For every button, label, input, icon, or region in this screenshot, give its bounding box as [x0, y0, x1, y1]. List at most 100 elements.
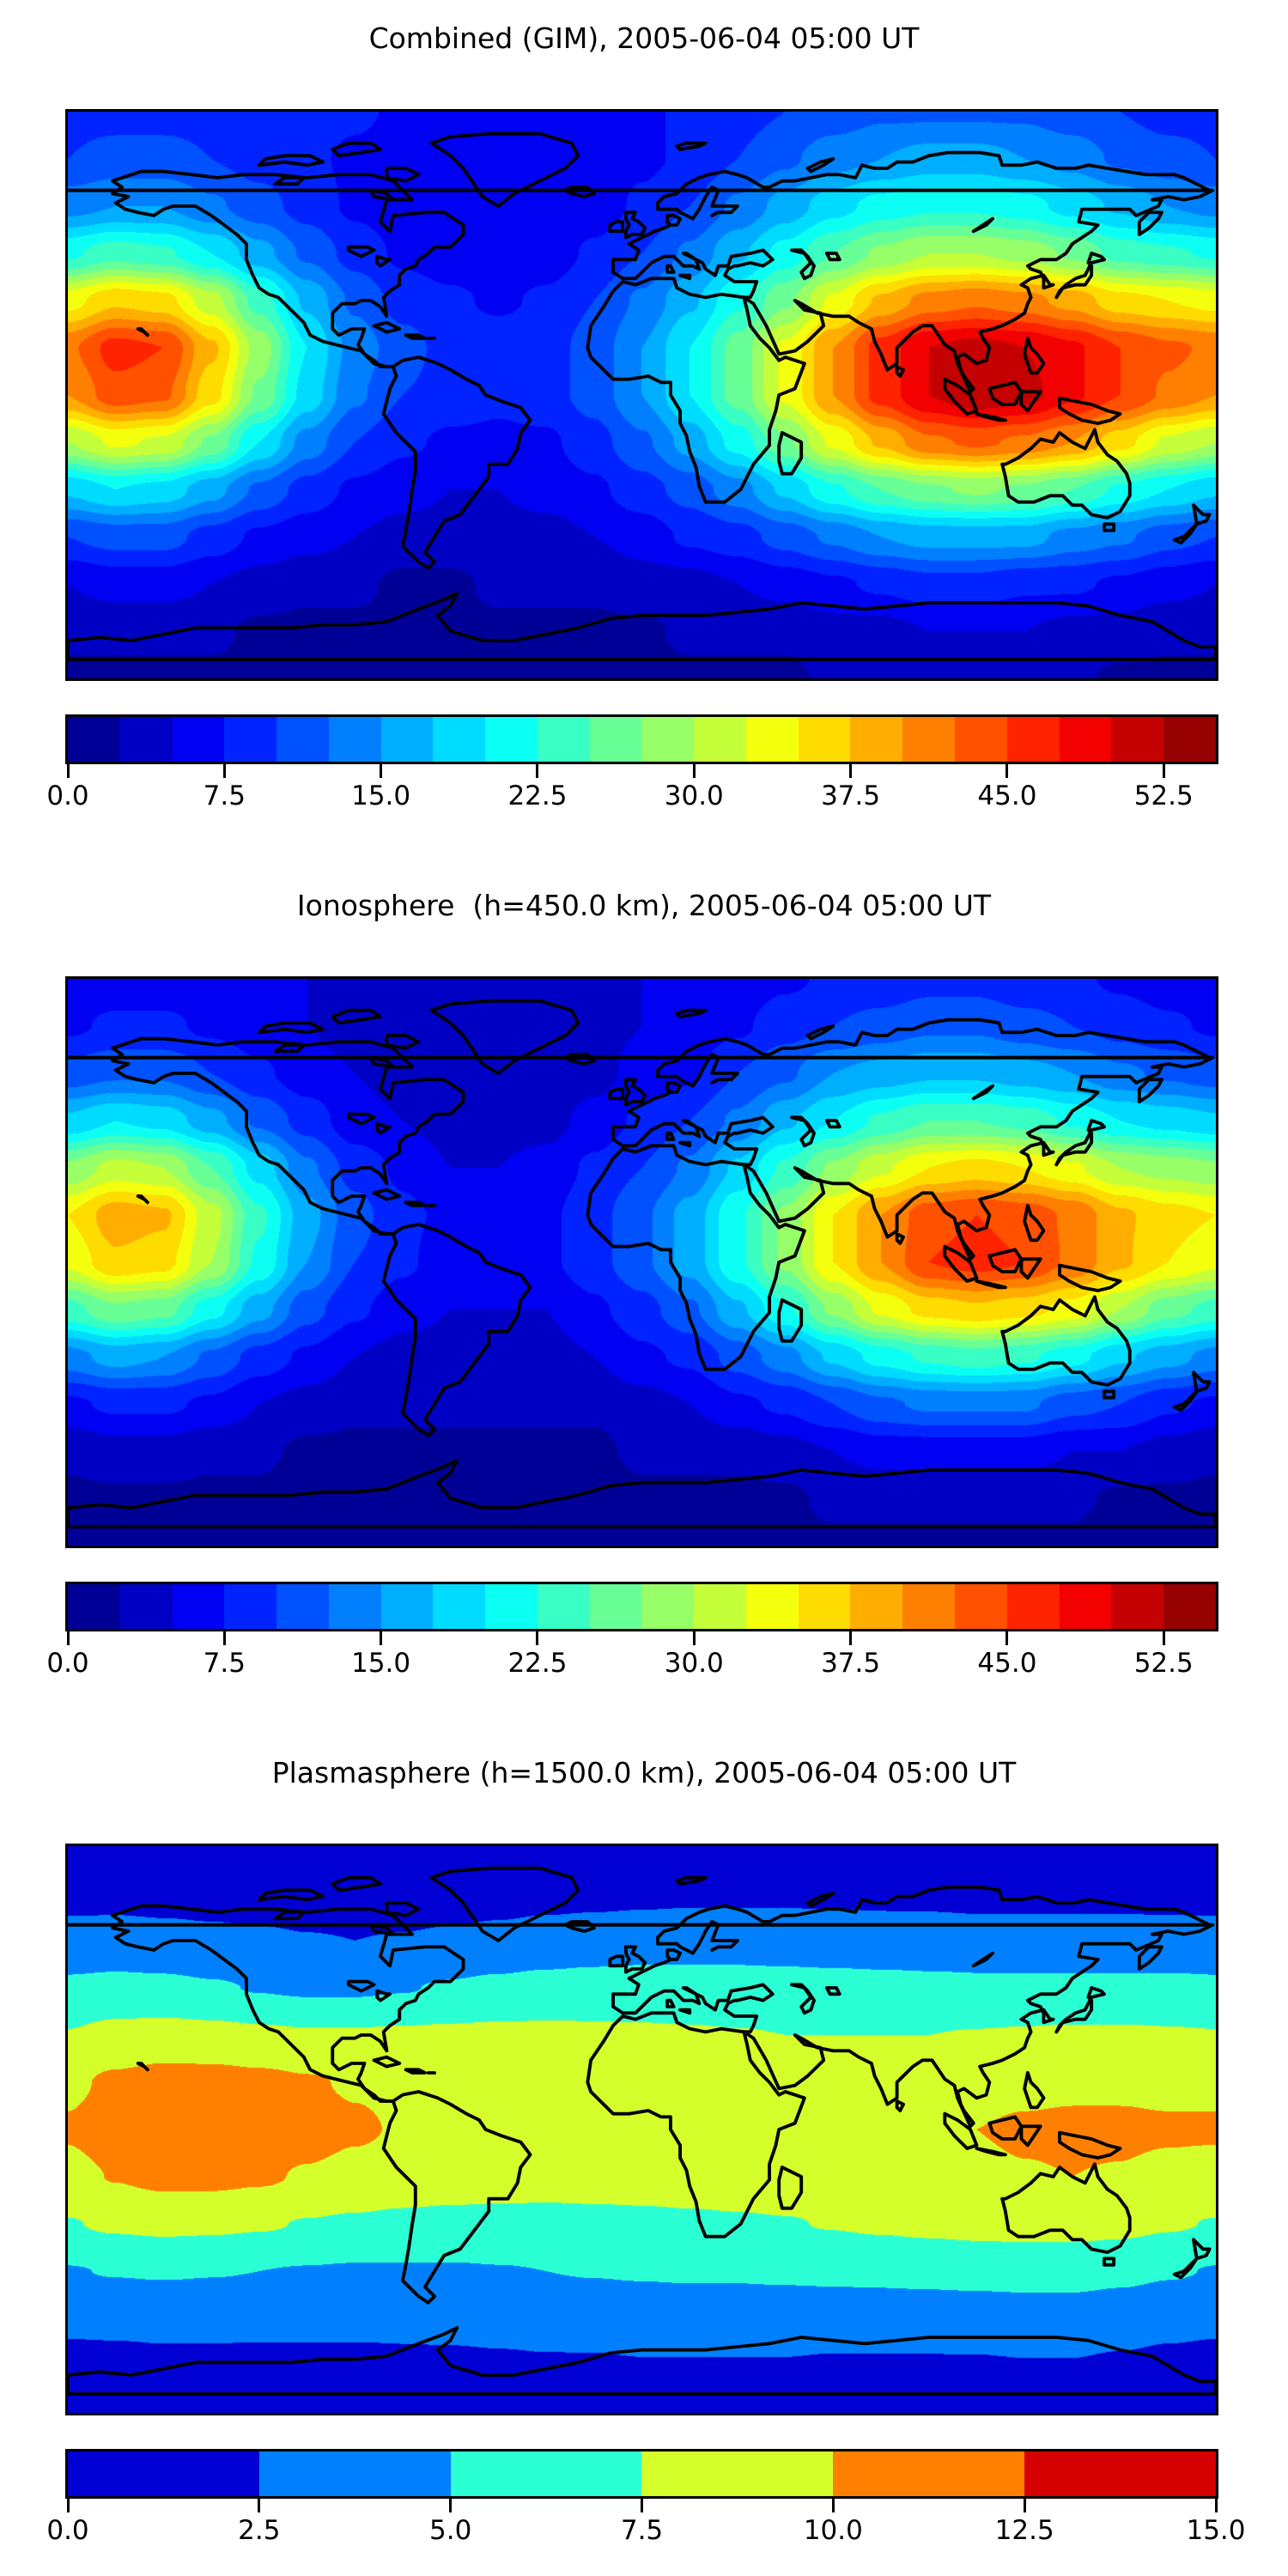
- colorbar-tick-label: 0.0: [46, 1648, 89, 1679]
- coastline-path: [777, 2166, 804, 2210]
- colorbar-segment: [1006, 1584, 1060, 1629]
- coastline-path: [68, 1459, 1216, 1528]
- colorbar-segment: [172, 717, 225, 762]
- coastline-path: [68, 2326, 1216, 2396]
- colorbar-labels-combined-gim: 0.0 7.5 15.0 22.5 30.0 37.5 45.0 52.5: [46, 781, 1213, 817]
- colorbar-tick-label: 37.5: [821, 1648, 881, 1679]
- coastline-path: [1137, 1945, 1163, 1971]
- colorbar-tick-label: 12.5: [994, 2515, 1054, 2546]
- coastline-path: [331, 1875, 382, 1893]
- colorbar-tick: [66, 2499, 70, 2512]
- coastline-path: [346, 1112, 376, 1126]
- colorbar-tick: [849, 1631, 853, 1645]
- colorbar-segment: [119, 717, 173, 762]
- coastline-path: [943, 377, 979, 416]
- coastline-path: [665, 264, 676, 274]
- colorbar-tick: [1214, 2499, 1218, 2512]
- colorbar-labels-plasmasphere: 0.0 2.5 5.0 7.5 10.0 12.5 15.0: [46, 2515, 1245, 2552]
- coastline-path: [381, 355, 532, 570]
- coastline-path: [611, 1983, 775, 2034]
- colorbar-segment: [537, 1584, 590, 1629]
- coastline-path: [372, 1188, 402, 1201]
- coastline-path: [331, 1008, 382, 1025]
- colorbar-tick-label: 15.0: [351, 781, 411, 811]
- colorbar-tick: [380, 1631, 383, 1645]
- colorbar-tick: [1005, 764, 1009, 778]
- coastline-path: [943, 2111, 979, 2150]
- colorbar-segment: [258, 2451, 451, 2496]
- coastline-path: [895, 1232, 905, 1245]
- coastline-path: [971, 1951, 994, 1968]
- coastline-path: [678, 273, 692, 281]
- coastline-path: [1023, 2071, 1046, 2110]
- colorbar-segment: [833, 2451, 1025, 2496]
- coastline-path: [68, 1018, 1212, 1072]
- colorbar-segment: [1059, 717, 1112, 762]
- coastlines-ionosphere: [68, 999, 1216, 1528]
- colorbar-segment: [1111, 717, 1164, 762]
- coastline-path: [136, 1194, 149, 1205]
- coastline-path: [943, 1244, 979, 1283]
- colorbar-tick-label: 22.5: [507, 1648, 568, 1679]
- coastline-path: [385, 167, 421, 183]
- colorbar-tick: [1162, 764, 1165, 778]
- coastline-path: [381, 1223, 532, 1437]
- colorbar-segment: [224, 717, 277, 762]
- coastline-path: [1054, 252, 1106, 300]
- coastline-path: [824, 1986, 841, 1996]
- coastline-path: [611, 1948, 683, 1996]
- coastline-path: [608, 1954, 625, 1968]
- coastline-path: [975, 1279, 1007, 1290]
- coastline-path: [895, 2099, 905, 2112]
- coastline-path: [675, 1875, 708, 1886]
- colorbar-tick: [641, 2499, 643, 2512]
- coastline-path: [1019, 390, 1042, 413]
- colorbar-segment: [433, 717, 486, 762]
- coastline-path: [375, 1989, 392, 2002]
- coastline-path: [1058, 1263, 1122, 1292]
- colorbar-segment: [433, 1584, 486, 1629]
- colorbar-ionosphere: 0.0 7.5 15.0 22.5 30.0 37.5 45.0 52.5: [46, 1582, 1218, 1685]
- coastline-path: [1137, 1078, 1163, 1103]
- coastline-path: [68, 1885, 1212, 1940]
- coastline-path: [987, 380, 1024, 406]
- coastline-path: [136, 327, 149, 337]
- tec-field-combined-gim: [68, 112, 1216, 678]
- coastline-path: [368, 188, 395, 202]
- coastline-path: [971, 1084, 994, 1101]
- colorbar-segment: [798, 717, 851, 762]
- colorbar-segment: [1059, 1584, 1112, 1629]
- colorbar-tick: [222, 764, 226, 778]
- coastline-path: [623, 1945, 647, 1974]
- coastline-path: [1058, 396, 1122, 425]
- coastline-path: [665, 1998, 676, 2008]
- colorbar-segment: [641, 717, 695, 762]
- colorbar-tick: [1023, 2499, 1026, 2512]
- colorbar-segment: [276, 717, 329, 762]
- coastline-path: [1000, 428, 1132, 519]
- colorbar-segment: [798, 1584, 851, 1629]
- colorbar-tick-label: 10.0: [803, 2515, 863, 2546]
- colorbar-tick-label: 22.5: [507, 781, 568, 811]
- colorbar-segment: [902, 717, 956, 762]
- colorbar-segment: [172, 1584, 225, 1629]
- coastline-path: [375, 1121, 392, 1135]
- colorbar-tick-label: 45.0: [977, 781, 1037, 811]
- colorbar-segment: [328, 1584, 381, 1629]
- colorbar-segment: [1111, 1584, 1164, 1629]
- colorbar-segment: [1024, 2451, 1216, 2496]
- colorbar-segment: [119, 1584, 173, 1629]
- coastline-path: [1103, 1389, 1116, 1400]
- colorbar-tick: [692, 764, 696, 778]
- coastline-group: [68, 131, 1216, 661]
- colorbar-segment: [1006, 717, 1060, 762]
- colorbar-tick: [380, 764, 383, 778]
- coastline-path: [971, 216, 994, 234]
- coastline-path: [675, 141, 708, 151]
- colorbar-ticks-ionosphere: [65, 1631, 1213, 1645]
- tec-field-ionosphere: [68, 979, 1216, 1546]
- colorbar-segment: [380, 1584, 434, 1629]
- colorbar-tick: [692, 1631, 696, 1645]
- colorbar-tick: [222, 1631, 226, 1645]
- coastline-path: [111, 179, 395, 368]
